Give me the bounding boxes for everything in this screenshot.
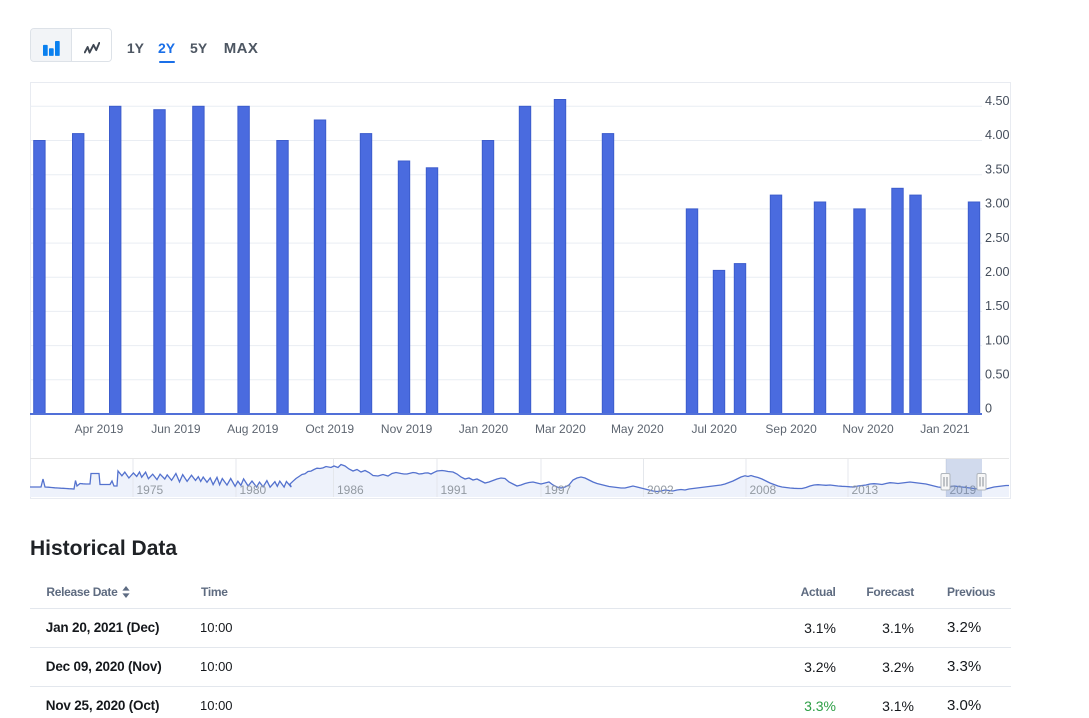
svg-text:1.00: 1.00 [985, 333, 1009, 347]
svg-text:Oct 2019: Oct 2019 [305, 422, 354, 436]
svg-text:Sep 2020: Sep 2020 [765, 422, 817, 436]
svg-text:2.50: 2.50 [985, 231, 1009, 245]
svg-text:3.00: 3.00 [985, 197, 1009, 211]
svg-text:Aug 2019: Aug 2019 [227, 422, 279, 436]
svg-text:1975: 1975 [137, 483, 164, 497]
svg-text:1.50: 1.50 [985, 299, 1009, 313]
svg-text:3.50: 3.50 [985, 162, 1009, 176]
svg-text:1997: 1997 [545, 483, 572, 497]
svg-text:2019: 2019 [950, 483, 977, 497]
svg-text:Jan 2020: Jan 2020 [459, 422, 509, 436]
svg-text:4.00: 4.00 [985, 128, 1009, 142]
svg-text:May 2020: May 2020 [611, 422, 664, 436]
svg-text:1991: 1991 [441, 483, 468, 497]
svg-text:Nov 2020: Nov 2020 [842, 422, 894, 436]
svg-text:Apr 2019: Apr 2019 [75, 422, 124, 436]
svg-text:1980: 1980 [240, 483, 267, 497]
svg-text:2008: 2008 [750, 483, 777, 497]
svg-text:1986: 1986 [337, 483, 364, 497]
svg-text:Mar 2020: Mar 2020 [535, 422, 586, 436]
svg-text:Jan 2021: Jan 2021 [920, 422, 970, 436]
svg-text:2013: 2013 [852, 483, 879, 497]
svg-text:0.50: 0.50 [985, 368, 1009, 382]
svg-text:Jun 2019: Jun 2019 [151, 422, 201, 436]
svg-text:Jul 2020: Jul 2020 [692, 422, 738, 436]
svg-text:4.50: 4.50 [985, 94, 1009, 108]
svg-text:Nov 2019: Nov 2019 [381, 422, 433, 436]
svg-text:2002: 2002 [647, 483, 674, 497]
svg-text:0: 0 [985, 402, 992, 416]
svg-text:2.00: 2.00 [985, 265, 1009, 279]
